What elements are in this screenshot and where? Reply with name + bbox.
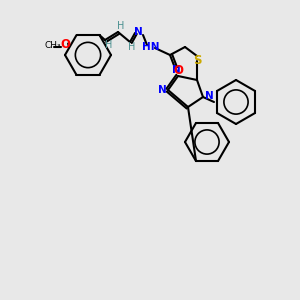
Text: O: O xyxy=(173,64,183,77)
Text: CH₃: CH₃ xyxy=(45,40,61,50)
Text: O: O xyxy=(60,38,70,52)
Text: HN: HN xyxy=(142,42,160,52)
Text: N: N xyxy=(158,85,166,95)
Text: S: S xyxy=(193,53,201,67)
Text: H: H xyxy=(128,42,136,52)
Text: N: N xyxy=(172,65,180,75)
Text: N: N xyxy=(134,27,142,37)
Text: H: H xyxy=(105,40,113,50)
Text: H: H xyxy=(117,21,125,31)
Text: N: N xyxy=(205,91,213,101)
